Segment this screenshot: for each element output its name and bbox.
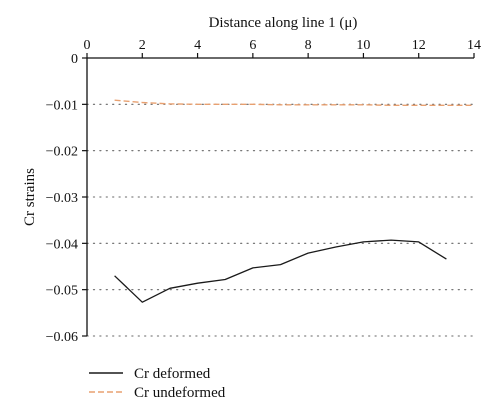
y-tick-label: −0.03 xyxy=(46,191,78,206)
x-tick-label: 14 xyxy=(467,38,481,53)
x-tick-label: 8 xyxy=(305,38,312,53)
x-tick-label: 12 xyxy=(412,38,426,53)
legend: Cr deformed Cr undeformed xyxy=(89,366,226,401)
y-tick-label: −0.05 xyxy=(46,284,78,299)
series-lines xyxy=(114,99,474,303)
y-tick-label: −0.01 xyxy=(46,98,78,113)
x-tick-label: 2 xyxy=(139,38,146,53)
legend-label: Cr undeformed xyxy=(134,385,226,401)
x-axis-title: Distance along line 1 (μ) xyxy=(209,15,358,31)
x-tick-label: 4 xyxy=(194,38,201,53)
y-tick-label: −0.06 xyxy=(46,330,78,345)
y-tick-label: −0.02 xyxy=(46,145,78,160)
y-axis-title: Cr strains xyxy=(22,168,38,226)
x-tick-label: 10 xyxy=(356,38,370,53)
legend-label: Cr deformed xyxy=(134,366,211,382)
y-tick-label: −0.04 xyxy=(46,237,78,252)
series-line-cr-undeformed xyxy=(114,99,474,107)
x-tick-label: 6 xyxy=(249,38,256,53)
x-tick-label: 0 xyxy=(84,38,91,53)
series-line-cr-deformed xyxy=(114,239,447,303)
axis-ticks: 0 2 4 6 8 10 12 14 0 −0.01 −0.02 −0.03 −0.04 −0.05 −0.… xyxy=(46,38,481,345)
y-tick-label: 0 xyxy=(71,52,78,67)
